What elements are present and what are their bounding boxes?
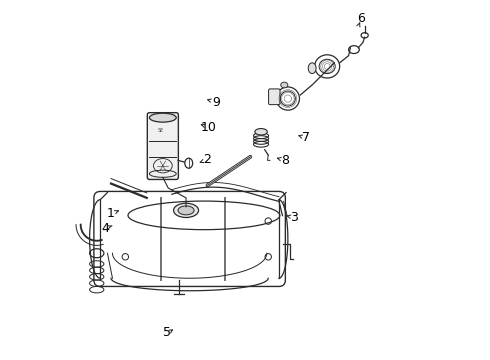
Text: 5: 5 [164, 327, 171, 339]
Text: 7: 7 [302, 131, 311, 144]
FancyBboxPatch shape [269, 89, 280, 105]
Ellipse shape [149, 113, 176, 122]
Text: 1: 1 [107, 207, 115, 220]
Text: 2: 2 [203, 153, 211, 166]
Ellipse shape [308, 63, 316, 73]
Text: SE: SE [158, 128, 164, 133]
Ellipse shape [178, 206, 194, 215]
Text: 4: 4 [101, 222, 109, 235]
Text: 10: 10 [200, 121, 217, 134]
Text: 9: 9 [212, 96, 220, 109]
Ellipse shape [173, 203, 198, 217]
Text: 3: 3 [291, 211, 298, 224]
Ellipse shape [255, 129, 268, 135]
Text: 8: 8 [281, 154, 289, 167]
Text: 6: 6 [358, 12, 366, 25]
FancyBboxPatch shape [147, 113, 178, 180]
Ellipse shape [281, 82, 288, 88]
